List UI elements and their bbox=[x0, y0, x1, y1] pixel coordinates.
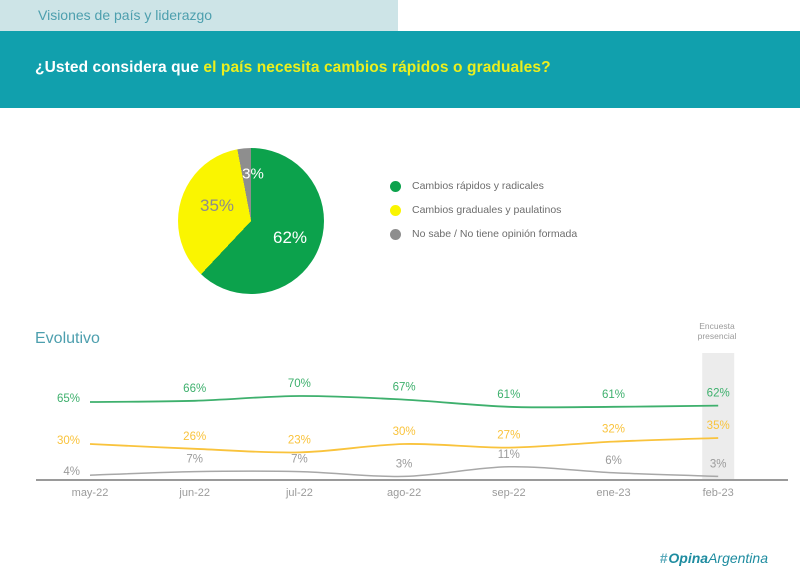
evolutivo-title: Evolutivo bbox=[35, 330, 100, 347]
legend-label-rapidos: Cambios rápidos y radicales bbox=[412, 180, 544, 192]
question-prefix: ¿Usted considera que bbox=[35, 59, 204, 76]
value-label-series1-jun-22: 26% bbox=[183, 431, 206, 443]
legend-label-nosabe: No sabe / No tiene opinión formada bbox=[412, 228, 578, 240]
value-label-series1-ago-22: 30% bbox=[393, 426, 416, 438]
question-banner: ¿Usted considera que el país necesita ca… bbox=[0, 31, 800, 108]
x-tick-jul-22: jul-22 bbox=[285, 487, 313, 499]
value-label-series0-ago-22: 67% bbox=[393, 382, 416, 394]
value-label-series2-ago-22: 3% bbox=[396, 458, 413, 470]
value-label-series2-sep-22: 11% bbox=[498, 449, 520, 461]
value-label-series0-jun-22: 66% bbox=[183, 383, 206, 395]
pie-label-graduales: 35% bbox=[199, 196, 235, 215]
pie-chart: 62% 35% 3% bbox=[178, 148, 324, 294]
annotation-line2: presencial bbox=[697, 331, 737, 341]
pie-label-rapidos: 62% bbox=[272, 228, 308, 247]
x-tick-ago-22: ago-22 bbox=[387, 487, 421, 499]
survey-mode-highlight-band bbox=[702, 353, 735, 480]
legend-item-rapidos: Cambios rápidos y radicales bbox=[390, 174, 577, 198]
brand-logo: #OpinaArgentina bbox=[660, 550, 768, 566]
legend-swatch-yellow-icon bbox=[390, 204, 401, 216]
value-label-series1-feb-23: 35% bbox=[707, 420, 730, 432]
x-tick-ene-23: ene-23 bbox=[596, 487, 630, 499]
value-label-series2-feb-23: 3% bbox=[710, 458, 727, 470]
x-tick-feb-23: feb-23 bbox=[703, 487, 734, 499]
brand-name-light: Argentina bbox=[708, 550, 768, 566]
x-tick-jun-22: jun-22 bbox=[178, 487, 210, 499]
value-label-series0-feb-23: 62% bbox=[707, 388, 730, 400]
value-label-series1-may-22: 30% bbox=[57, 435, 80, 447]
annotation-encuesta-presencial: Encuesta presencial bbox=[677, 321, 757, 341]
value-label-series0-may-22: 65% bbox=[57, 393, 80, 405]
x-tick-may-22: may-22 bbox=[72, 487, 109, 499]
question-highlight: el país necesita cambios rápidos o gradu… bbox=[203, 59, 551, 76]
hash-icon: # bbox=[659, 550, 668, 566]
series-line-0 bbox=[89, 395, 719, 409]
value-label-series2-may-22: 4% bbox=[63, 466, 80, 478]
value-label-series2-ene-23: 6% bbox=[605, 455, 622, 467]
value-label-series2-jul-22: 7% bbox=[291, 454, 308, 466]
value-label-series1-sep-22: 27% bbox=[497, 430, 520, 442]
legend-item-nosabe: No sabe / No tiene opinión formada bbox=[390, 222, 577, 246]
evolutivo-line-chart: 65% 66% 70% 67% 61% 61% 62% 30% 26% 23% 30% 27% 32% 3… bbox=[36, 353, 788, 499]
legend-swatch-gray-icon bbox=[390, 228, 401, 240]
brand-name-bold: Opina bbox=[668, 550, 709, 566]
value-label-series0-jul-22: 70% bbox=[288, 378, 311, 390]
value-label-series0-ene-23: 61% bbox=[602, 389, 625, 401]
legend-swatch-green-icon bbox=[390, 180, 401, 192]
pie-legend: Cambios rápidos y radicales Cambios grad… bbox=[390, 174, 577, 246]
value-label-series1-jul-22: 23% bbox=[288, 434, 311, 446]
series-line-2 bbox=[89, 466, 719, 478]
pie-label-nosabe: 3% bbox=[242, 165, 264, 183]
series-line-1 bbox=[89, 437, 719, 454]
value-label-series2-jun-22: 7% bbox=[186, 454, 203, 466]
annotation-line1: Encuesta bbox=[699, 321, 735, 331]
value-label-series0-sep-22: 61% bbox=[497, 389, 520, 401]
section-title: Visiones de país y liderazgo bbox=[38, 7, 213, 23]
section-header-band: Visiones de país y liderazgo bbox=[0, 0, 398, 31]
value-label-series1-ene-23: 32% bbox=[602, 424, 625, 436]
legend-item-graduales: Cambios graduales y paulatinos bbox=[390, 198, 577, 222]
question-text: ¿Usted considera que el país necesita ca… bbox=[0, 31, 800, 77]
x-tick-sep-22: sep-22 bbox=[492, 487, 526, 499]
legend-label-graduales: Cambios graduales y paulatinos bbox=[412, 204, 562, 216]
